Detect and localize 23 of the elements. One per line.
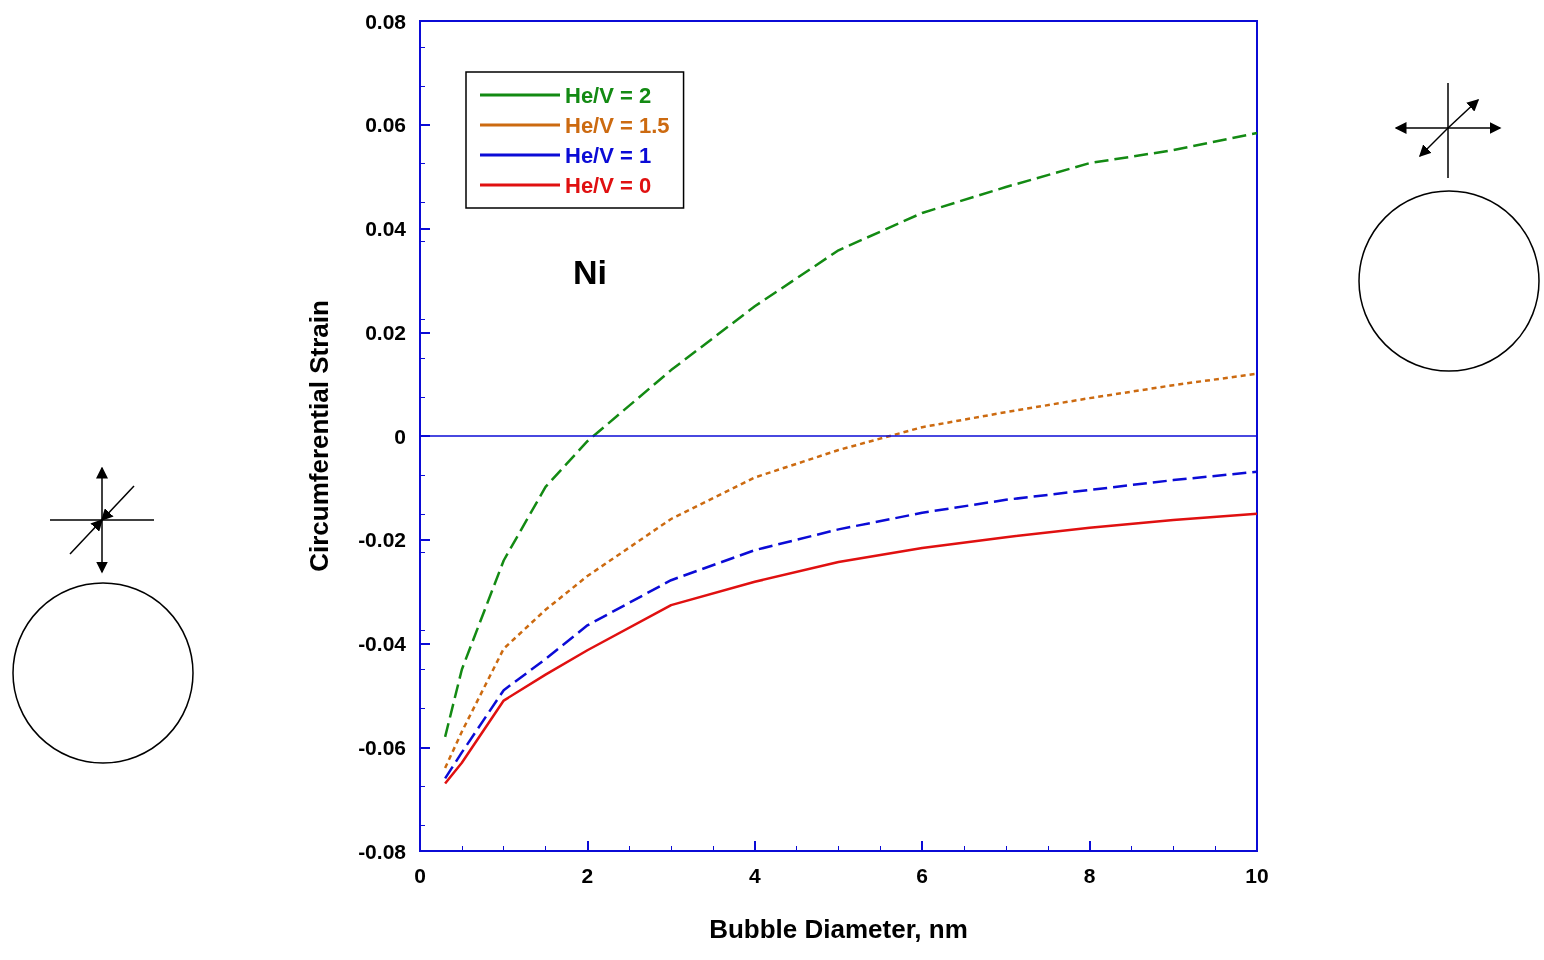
x-tick-label: 2 <box>581 864 594 887</box>
legend-label: He/V = 1.5 <box>565 112 670 138</box>
legend-label: He/V = 0 <box>565 172 652 198</box>
annotation: Ni <box>573 253 607 291</box>
y-tick-label: 0.04 <box>365 217 407 240</box>
x-tick-label: 0 <box>414 864 426 887</box>
y-tick-label: -0.02 <box>358 528 406 552</box>
y-axis-title: Circumferential Strain <box>304 300 334 572</box>
y-tick-label: 0 <box>394 424 406 448</box>
y-tick-label: -0.04 <box>358 632 407 655</box>
x-tick-label: 8 <box>1083 864 1096 887</box>
x-tick-label: 4 <box>748 864 761 887</box>
x-tick-label: 10 <box>1245 864 1269 887</box>
y-tick-label: 0.08 <box>365 9 407 33</box>
x-axis-title: Bubble Diameter, nm <box>709 914 968 944</box>
y-tick-label: -0.08 <box>358 839 407 863</box>
y-tick-label: -0.06 <box>358 735 406 759</box>
y-tick-label: 0.06 <box>365 113 406 137</box>
x-tick-label: 6 <box>916 864 929 887</box>
legend-label: He/V = 2 <box>565 82 652 108</box>
legend-label: He/V = 1 <box>565 142 652 168</box>
line-series <box>443 131 1259 739</box>
y-tick-label: 0.02 <box>365 320 406 344</box>
